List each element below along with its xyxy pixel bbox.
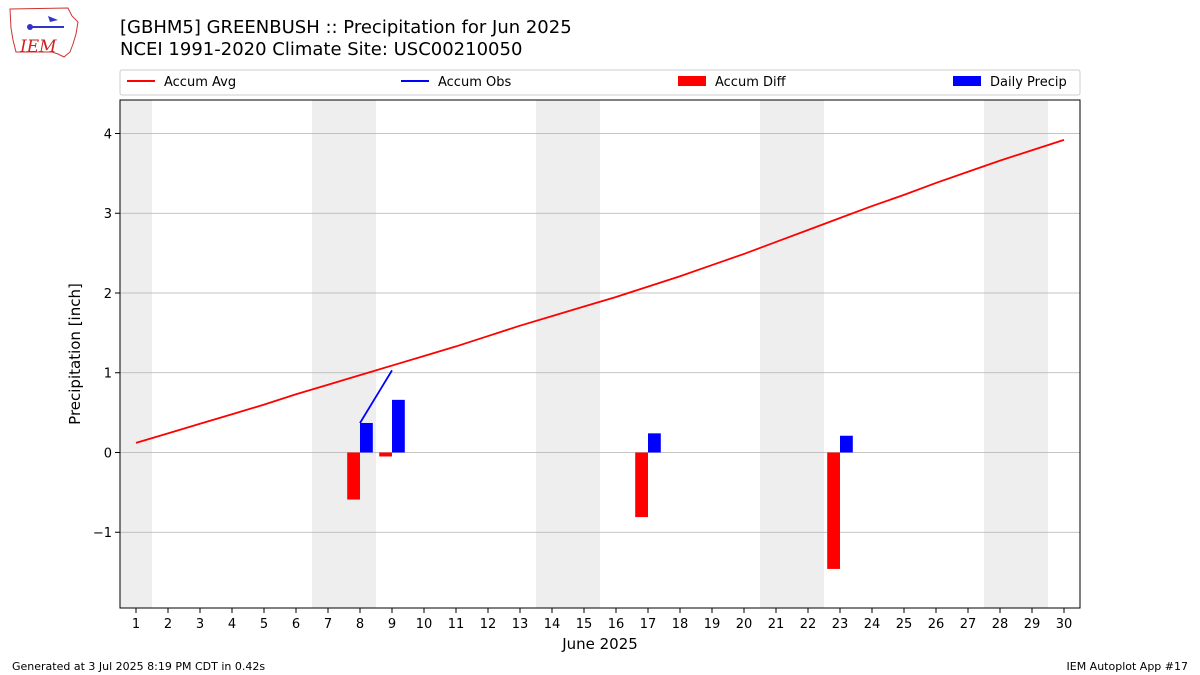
daily-precip-bar-day-9 bbox=[392, 399, 405, 453]
x-tick-label: 28 bbox=[992, 617, 1009, 632]
series-lines bbox=[135, 139, 1065, 444]
x-tick-label: 9 bbox=[388, 617, 396, 632]
x-tick-label: 16 bbox=[608, 617, 625, 632]
accum-avg-line bbox=[135, 139, 1065, 444]
x-tick-label: 6 bbox=[292, 617, 300, 632]
legend-accum-obs-label: Accum Obs bbox=[438, 75, 511, 90]
x-axis-label: June 2025 bbox=[561, 635, 638, 653]
accum-diff-bar-day-17 bbox=[635, 452, 648, 518]
accum-diff-bar-day-23 bbox=[827, 452, 840, 569]
x-tick-label: 4 bbox=[228, 617, 236, 632]
x-tick-label: 5 bbox=[260, 617, 268, 632]
x-tick-label: 21 bbox=[768, 617, 785, 632]
accum-diff-bar-day-8 bbox=[347, 452, 360, 500]
y-axis-label: Precipitation [inch] bbox=[66, 283, 84, 425]
footer-generated: Generated at 3 Jul 2025 8:19 PM CDT in 0… bbox=[12, 660, 266, 673]
daily-precip-bar-day-8 bbox=[360, 422, 373, 453]
chart-subtitle: NCEI 1991-2020 Climate Site: USC00210050 bbox=[120, 39, 523, 60]
x-tick-label: 1 bbox=[132, 617, 140, 632]
x-tick-label: 18 bbox=[672, 617, 689, 632]
x-tick-label: 29 bbox=[1024, 617, 1041, 632]
legend: Accum Avg Accum Obs Accum Diff Daily Precip bbox=[119, 69, 1081, 96]
weekend-shade-day-8 bbox=[344, 100, 376, 608]
daily-precip-bar-day-17 bbox=[648, 433, 661, 453]
x-tick-label: 2 bbox=[164, 617, 172, 632]
x-tick-label: 25 bbox=[896, 617, 913, 632]
iem-logo: IEM bbox=[9, 7, 79, 58]
x-tick-label: 14 bbox=[544, 617, 561, 632]
weekend-shading bbox=[120, 100, 1048, 608]
y-axis: −1 0 1 2 3 4 bbox=[93, 127, 120, 541]
x-tick-label: 19 bbox=[704, 617, 721, 632]
weekend-shade-day-15 bbox=[568, 100, 600, 608]
weekend-shade-day-7 bbox=[312, 100, 344, 608]
x-tick-label: 23 bbox=[832, 617, 849, 632]
weekend-shade-day-29 bbox=[1016, 100, 1048, 608]
logo-arrow bbox=[48, 16, 58, 22]
x-tick-label: 3 bbox=[196, 617, 204, 632]
x-tick-label: 13 bbox=[512, 617, 529, 632]
weekend-shade-day-28 bbox=[984, 100, 1016, 608]
bars bbox=[347, 399, 853, 569]
x-tick-label: 26 bbox=[928, 617, 945, 632]
x-tick-label: 10 bbox=[416, 617, 433, 632]
legend-accum-diff-label: Accum Diff bbox=[715, 75, 787, 90]
x-tick-label: 17 bbox=[640, 617, 657, 632]
y-tick-label: 2 bbox=[104, 287, 112, 302]
legend-daily-precip-label: Daily Precip bbox=[990, 75, 1067, 90]
x-tick-label: 15 bbox=[576, 617, 593, 632]
legend-accum-diff-swatch bbox=[678, 76, 706, 86]
weekend-shade-day-14 bbox=[536, 100, 568, 608]
plot-frame bbox=[119, 99, 1081, 609]
logo-text: IEM bbox=[19, 37, 57, 57]
logo-state-outline bbox=[9, 7, 79, 58]
y-tick-label: 3 bbox=[104, 207, 112, 222]
x-tick-label: 24 bbox=[864, 617, 881, 632]
legend-accum-avg-label: Accum Avg bbox=[164, 75, 236, 90]
footer-app: IEM Autoplot App #17 bbox=[1066, 660, 1189, 673]
x-tick-label: 7 bbox=[324, 617, 332, 632]
x-tick-label: 12 bbox=[480, 617, 497, 632]
y-tick-label: 4 bbox=[104, 127, 112, 142]
x-tick-label: 27 bbox=[960, 617, 977, 632]
accum-diff-bar-day-9 bbox=[379, 452, 392, 457]
chart-title: [GBHM5] GREENBUSH :: Precipitation for J… bbox=[120, 17, 572, 38]
daily-precip-bar-day-23 bbox=[840, 435, 853, 453]
x-axis: 1 2 3 4 5 6 7 8 9 10 11 12 13 14 15 16 17 18 19 20 21 22 23 24 2… bbox=[132, 608, 1072, 632]
accum-obs-line bbox=[359, 369, 393, 424]
y-tick-label: −1 bbox=[93, 526, 112, 541]
legend-frame bbox=[119, 69, 1081, 96]
x-tick-label: 30 bbox=[1056, 617, 1073, 632]
weekend-shade-day-1 bbox=[120, 100, 152, 608]
gridlines bbox=[120, 133, 1080, 533]
x-tick-label: 11 bbox=[448, 617, 465, 632]
x-tick-label: 20 bbox=[736, 617, 753, 632]
y-tick-label: 0 bbox=[104, 446, 112, 461]
weekend-shade-day-22 bbox=[792, 100, 824, 608]
x-tick-label: 8 bbox=[356, 617, 364, 632]
y-tick-label: 1 bbox=[104, 367, 112, 382]
x-tick-label: 22 bbox=[800, 617, 817, 632]
legend-daily-precip-swatch bbox=[953, 76, 981, 86]
logo-dot bbox=[27, 24, 33, 30]
weekend-shade-day-21 bbox=[760, 100, 792, 608]
